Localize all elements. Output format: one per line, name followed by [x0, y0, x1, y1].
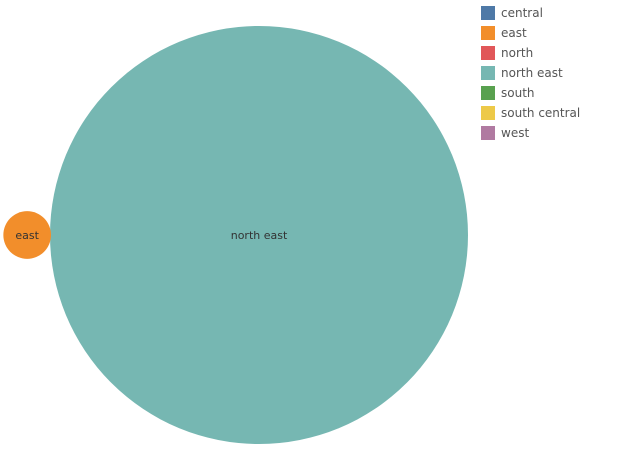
- bubble-label-north-east: north east: [231, 229, 288, 242]
- legend-label-south-central: south central: [501, 106, 581, 120]
- legend-swatch-south-central: [481, 106, 495, 120]
- legend-swatch-west: [481, 126, 495, 140]
- legend-item-north[interactable]: north: [481, 43, 611, 63]
- legend: central east north north east south south cen…: [481, 3, 611, 143]
- legend-label-north: north: [501, 46, 534, 60]
- legend-item-central[interactable]: central: [481, 3, 611, 23]
- legend-swatch-central: [481, 6, 495, 20]
- legend-item-west[interactable]: west: [481, 123, 611, 143]
- legend-swatch-north-east: [481, 66, 495, 80]
- bubble-label-east: east: [15, 229, 39, 242]
- legend-swatch-south: [481, 86, 495, 100]
- legend-label-central: central: [501, 6, 543, 20]
- legend-item-south-central[interactable]: south central: [481, 103, 611, 123]
- legend-label-north-east: north east: [501, 66, 563, 80]
- legend-label-east: east: [501, 26, 527, 40]
- legend-item-east[interactable]: east: [481, 23, 611, 43]
- bubble-east[interactable]: [3, 211, 51, 259]
- legend-swatch-north: [481, 46, 495, 60]
- legend-swatch-east: [481, 26, 495, 40]
- legend-label-west: west: [501, 126, 530, 140]
- legend-item-south[interactable]: south: [481, 83, 611, 103]
- legend-label-south: south: [501, 86, 535, 100]
- bubble-north-east[interactable]: [50, 26, 468, 444]
- legend-item-north-east[interactable]: north east: [481, 63, 611, 83]
